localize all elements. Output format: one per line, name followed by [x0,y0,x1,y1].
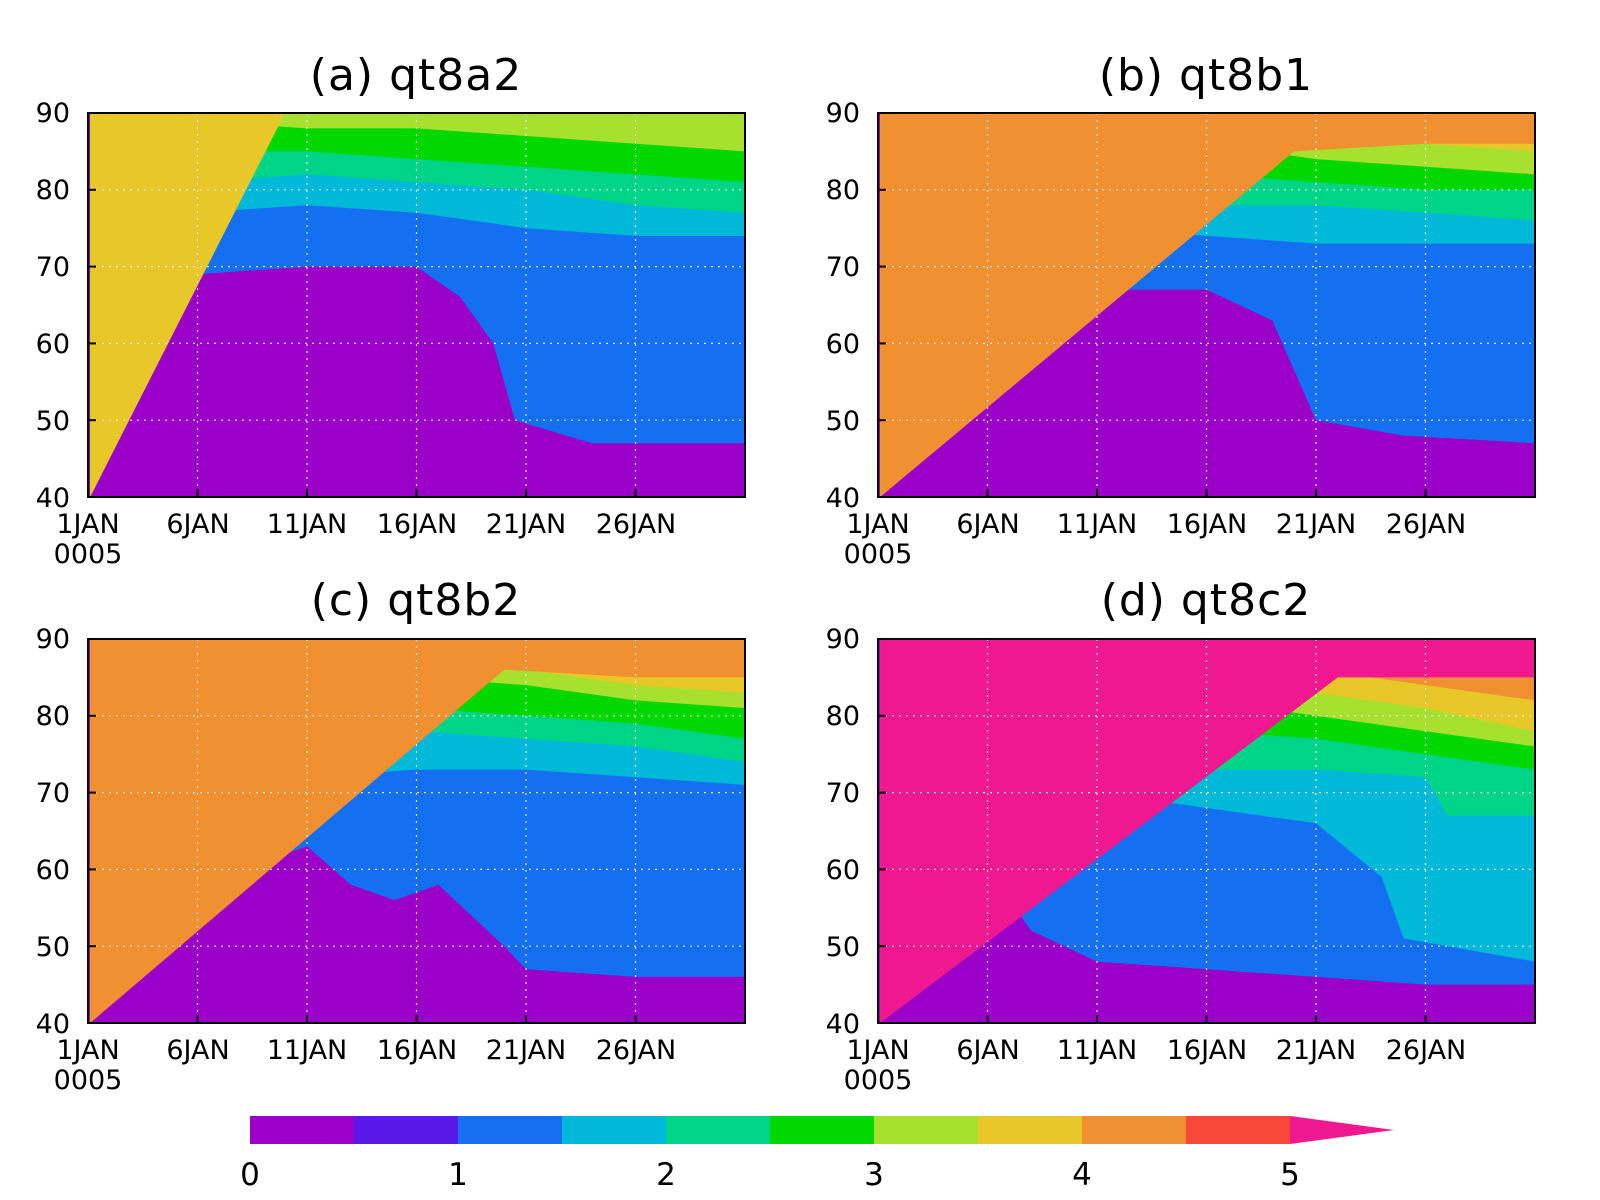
y-tick-label: 80 [826,701,860,732]
colorbar-swatch [1082,1116,1186,1144]
y-tick-label: 60 [826,855,860,886]
x-tick-label: 11JAN [267,1035,348,1066]
colorbar-tick-label: 3 [864,1157,884,1193]
panel-title: (a) qt8a2 [310,50,522,101]
x-tick-label: 6JAN [166,509,229,540]
x-tick-label: 26JAN [596,509,677,540]
colorbar-swatch [1186,1116,1290,1144]
x-tick-labels: 1JAN 6JAN 11JAN 16JAN 21JAN 26JAN 0005 [844,1035,1467,1096]
y-tick-label: 90 [36,624,70,655]
colorbar-tick-label: 1 [448,1157,468,1193]
colorbar-swatch [458,1116,562,1144]
y-tick-label: 50 [36,406,70,437]
colorbar-tick-label: 0 [240,1157,260,1193]
contour-fills [878,637,1537,1023]
x-tick-label: 21JAN [1276,1035,1357,1066]
colorbar-swatch [562,1116,666,1144]
x-tick-label: 6JAN [956,509,1019,540]
panel-a: (a) qt8a2 40 50 60 70 80 90 1JAN 6JAN 11… [36,50,747,570]
y-tick-labels: 40 50 60 70 80 90 [826,98,860,514]
panel-d: (d) qt8c2 40 50 60 70 80 90 1JAN 6JAN 11… [826,575,1537,1096]
x-tick-label: 16JAN [377,509,458,540]
panel-title: (c) qt8b2 [311,575,522,626]
y-tick-label: 90 [826,624,860,655]
y-tick-labels: 40 50 60 70 80 90 [36,98,70,514]
x-tick-label: 11JAN [1057,1035,1138,1066]
y-tick-labels: 40 50 60 70 80 90 [36,624,70,1040]
x-tick-label: 21JAN [1276,509,1357,540]
colorbar-tick-label: 4 [1072,1157,1092,1193]
y-tick-label: 50 [826,932,860,963]
x-tick-label: 16JAN [1167,1035,1248,1066]
colorbar-swatch [666,1116,770,1144]
colorbar-tick-labels: 0 1 2 3 4 5 [240,1157,1300,1193]
x-tick-label: 16JAN [377,1035,458,1066]
x-tick-label: 1JAN [56,1035,119,1066]
colorbar-swatches [250,1116,1394,1144]
x-year-label: 0005 [844,1065,913,1096]
x-tick-label: 1JAN [56,509,119,540]
x-year-label: 0005 [54,1065,123,1096]
y-tick-label: 50 [36,932,70,963]
x-year-label: 0005 [844,539,913,570]
x-tick-labels: 1JAN 6JAN 11JAN 16JAN 21JAN 26JAN 0005 [844,509,1467,570]
contour-fills [88,111,747,497]
panel-title: (b) qt8b1 [1099,50,1313,101]
colorbar-swatch [874,1116,978,1144]
x-tick-label: 6JAN [166,1035,229,1066]
colorbar-swatch [354,1116,458,1144]
panel-c: (c) qt8b2 40 50 60 70 80 90 1JAN 6JAN 11… [36,575,747,1096]
colorbar-swatch [978,1116,1082,1144]
colorbar-tick-label: 2 [656,1157,676,1193]
y-tick-label: 70 [36,252,70,283]
x-tick-label: 1JAN [846,509,909,540]
y-tick-label: 60 [36,329,70,360]
colorbar: 0 1 2 3 4 5 [240,1116,1394,1193]
x-tick-label: 26JAN [1386,1035,1467,1066]
y-tick-label: 70 [826,252,860,283]
y-tick-label: 60 [826,329,860,360]
contour-fills [878,111,1537,497]
contour-fills [88,637,747,1023]
y-tick-label: 80 [36,701,70,732]
y-tick-labels: 40 50 60 70 80 90 [826,624,860,1040]
y-tick-label: 70 [36,778,70,809]
y-tick-label: 80 [36,175,70,206]
panel-title: (d) qt8c2 [1101,575,1312,626]
colorbar-extend-arrow [1290,1116,1394,1144]
panel-b: (b) qt8b1 40 50 60 70 80 90 1JAN 6JAN 11… [826,50,1537,570]
x-tick-labels: 1JAN 6JAN 11JAN 16JAN 21JAN 26JAN 0005 [54,1035,677,1096]
y-tick-label: 50 [826,406,860,437]
colorbar-tick-label: 5 [1280,1157,1300,1193]
y-tick-label: 60 [36,855,70,886]
x-tick-label: 6JAN [956,1035,1019,1066]
y-tick-label: 70 [826,778,860,809]
x-tick-label: 21JAN [486,1035,567,1066]
y-tick-label: 80 [826,175,860,206]
x-tick-label: 1JAN [846,1035,909,1066]
x-tick-label: 21JAN [486,509,567,540]
colorbar-swatch [770,1116,874,1144]
x-tick-label: 11JAN [267,509,348,540]
colorbar-swatch [250,1116,354,1144]
y-tick-label: 90 [826,98,860,129]
x-tick-label: 26JAN [596,1035,677,1066]
x-tick-labels: 1JAN 6JAN 11JAN 16JAN 21JAN 26JAN 0005 [54,509,677,570]
x-tick-label: 26JAN [1386,509,1467,540]
x-tick-label: 11JAN [1057,509,1138,540]
y-tick-label: 90 [36,98,70,129]
x-tick-label: 16JAN [1167,509,1248,540]
x-year-label: 0005 [54,539,123,570]
